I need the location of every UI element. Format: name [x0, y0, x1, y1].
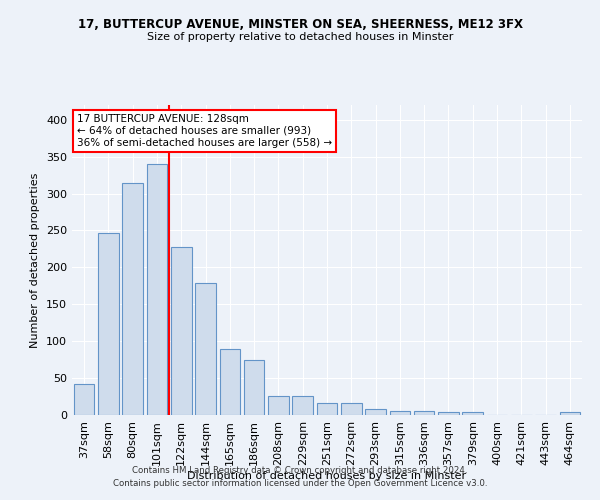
Bar: [220, 348, 240, 415]
Bar: [195, 283, 216, 415]
Bar: [365, 409, 386, 415]
Text: 17, BUTTERCUP AVENUE, MINSTER ON SEA, SHEERNESS, ME12 3FX: 17, BUTTERCUP AVENUE, MINSTER ON SEA, SH…: [77, 18, 523, 30]
Bar: [389, 412, 410, 415]
Bar: [74, 384, 94, 415]
Y-axis label: Number of detached properties: Number of detached properties: [31, 172, 40, 348]
Text: Contains HM Land Registry data © Crown copyright and database right 2024.
Contai: Contains HM Land Registry data © Crown c…: [113, 466, 487, 487]
Bar: [146, 164, 167, 415]
Bar: [292, 396, 313, 415]
Bar: [98, 234, 119, 415]
Bar: [268, 396, 289, 415]
Bar: [317, 403, 337, 415]
Bar: [171, 246, 191, 415]
Bar: [560, 412, 580, 415]
Bar: [463, 412, 483, 415]
Bar: [122, 183, 143, 415]
Text: Size of property relative to detached houses in Minster: Size of property relative to detached ho…: [147, 32, 453, 42]
Bar: [414, 412, 434, 415]
Bar: [244, 360, 265, 415]
X-axis label: Distribution of detached houses by size in Minster: Distribution of detached houses by size …: [187, 470, 467, 480]
Text: 17 BUTTERCUP AVENUE: 128sqm
← 64% of detached houses are smaller (993)
36% of se: 17 BUTTERCUP AVENUE: 128sqm ← 64% of det…: [77, 114, 332, 148]
Bar: [341, 403, 362, 415]
Bar: [438, 412, 459, 415]
